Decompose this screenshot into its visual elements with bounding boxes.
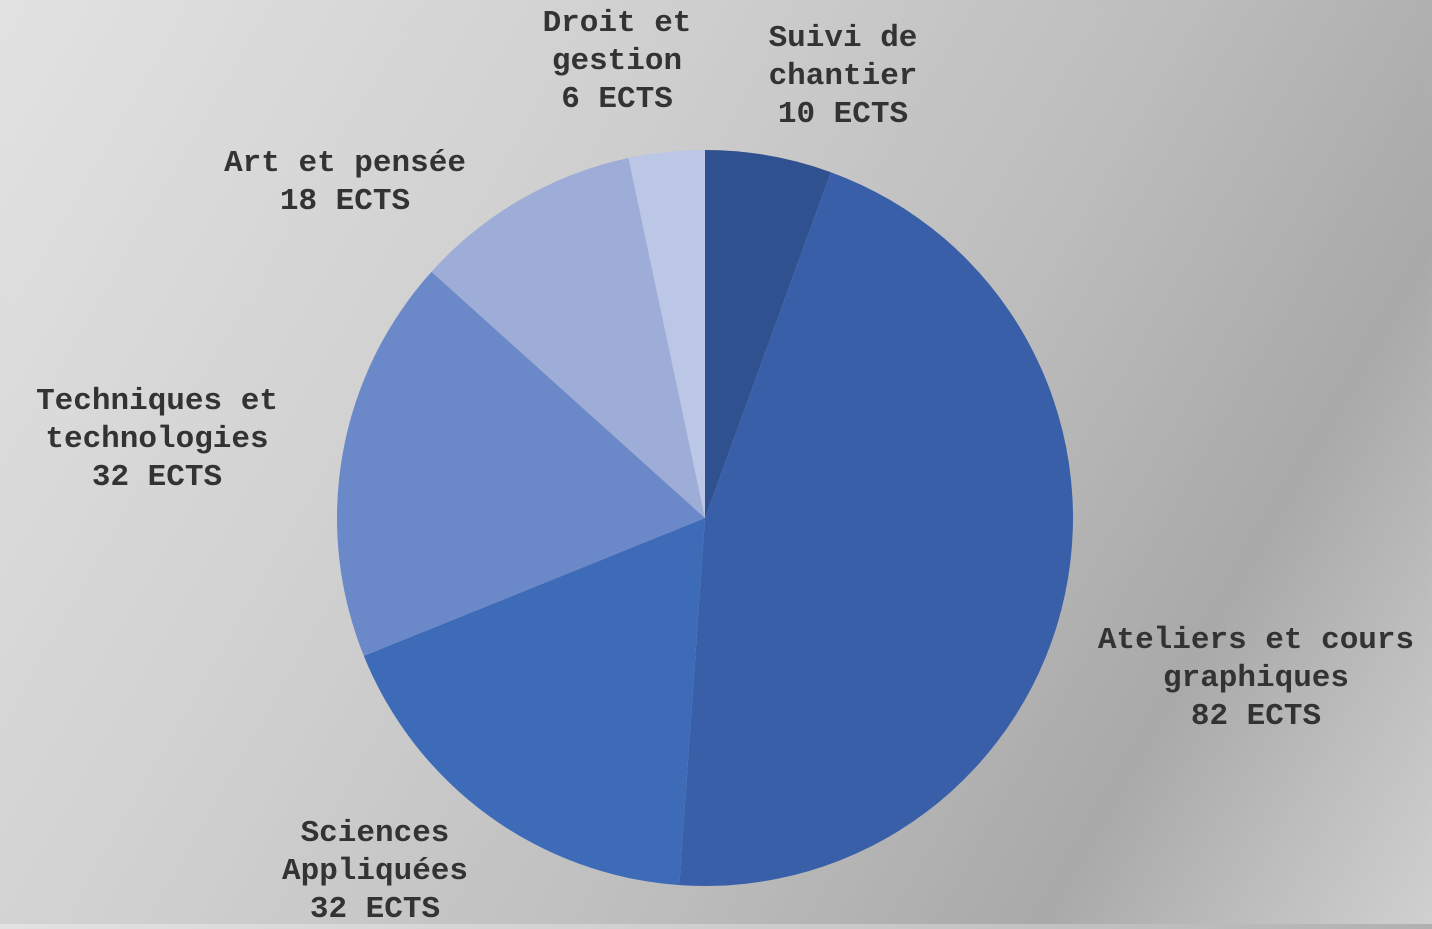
value-label: 82 ECTS: [1096, 698, 1416, 736]
page: (() => { const data = JSON.parse(documen…: [0, 0, 1432, 924]
category-label: Sciences Appliquées: [260, 815, 490, 891]
value-label: 32 ECTS: [260, 891, 490, 929]
value-label: 18 ECTS: [195, 183, 495, 221]
category-label: Techniques et technologies: [7, 383, 307, 459]
value-label: 32 ECTS: [7, 459, 307, 497]
value-label: 6 ECTS: [522, 81, 712, 119]
category-label: Ateliers et cours graphiques: [1096, 622, 1416, 698]
value-label: 10 ECTS: [743, 96, 943, 134]
category-label: Art et pensée: [195, 145, 495, 183]
category-label: Suivi de chantier: [743, 20, 943, 96]
category-label: Droit et gestion: [522, 5, 712, 81]
